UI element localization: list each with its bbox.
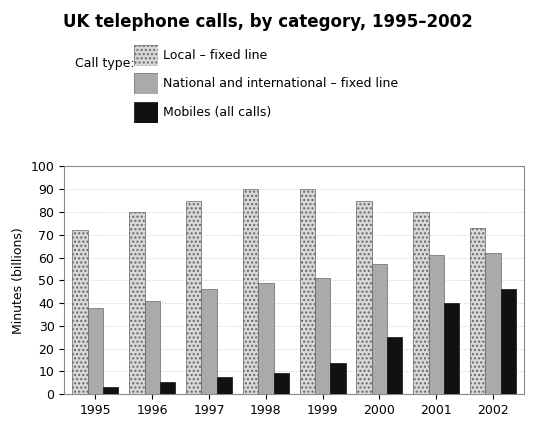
Bar	[258, 283, 273, 394]
Bar	[217, 377, 232, 394]
Bar	[444, 303, 459, 394]
Bar	[201, 290, 217, 394]
Bar	[429, 255, 444, 394]
Bar	[160, 381, 175, 394]
Bar	[103, 387, 118, 394]
Text: Local – fixed line: Local – fixed line	[163, 49, 268, 62]
Bar	[186, 201, 201, 394]
Bar	[144, 301, 160, 394]
Bar	[243, 189, 258, 394]
Y-axis label: Minutes (billions): Minutes (billions)	[12, 227, 25, 334]
Bar	[315, 278, 330, 394]
Bar	[300, 189, 315, 394]
Text: National and international – fixed line: National and international – fixed line	[163, 77, 398, 90]
Bar	[88, 307, 103, 394]
Bar	[485, 253, 501, 394]
Bar	[470, 228, 485, 394]
Bar	[413, 212, 429, 394]
Bar	[72, 230, 88, 394]
Text: Mobiles (all calls): Mobiles (all calls)	[163, 106, 271, 119]
Bar	[387, 337, 402, 394]
Bar	[273, 373, 289, 394]
Text: Call type:: Call type:	[75, 57, 134, 70]
Bar	[372, 265, 387, 394]
Text: UK telephone calls, by category, 1995–2002: UK telephone calls, by category, 1995–20…	[63, 13, 472, 31]
Bar	[501, 290, 516, 394]
Bar	[330, 364, 346, 394]
Bar	[129, 212, 144, 394]
Bar	[356, 201, 372, 394]
